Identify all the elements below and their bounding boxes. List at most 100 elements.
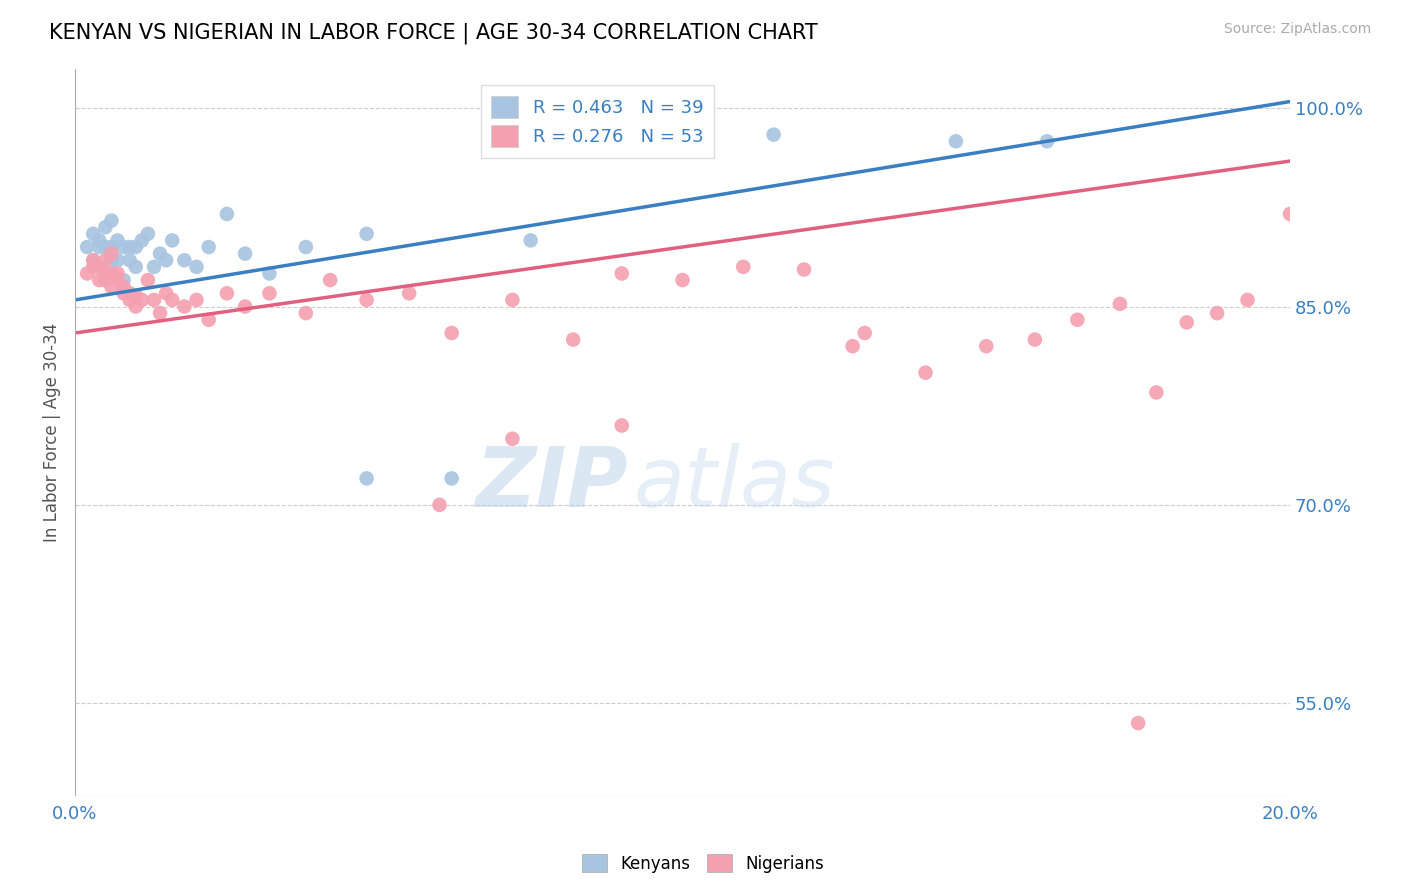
Point xyxy=(107,273,129,287)
Point xyxy=(914,366,936,380)
Point xyxy=(173,253,195,268)
Point xyxy=(440,326,463,340)
Point xyxy=(76,267,98,281)
Point xyxy=(429,498,451,512)
Point xyxy=(100,267,122,281)
Point xyxy=(118,240,141,254)
Point xyxy=(100,279,122,293)
Point xyxy=(89,240,111,254)
Point xyxy=(398,286,420,301)
Point xyxy=(125,240,148,254)
Point xyxy=(82,227,104,241)
Point xyxy=(107,253,129,268)
Point xyxy=(233,246,256,260)
Point xyxy=(440,471,463,485)
Point xyxy=(89,234,111,248)
Point xyxy=(197,312,219,326)
Point xyxy=(112,273,135,287)
Text: ZIP: ZIP xyxy=(475,442,628,524)
Point xyxy=(143,260,166,274)
Point xyxy=(94,273,117,287)
Point xyxy=(131,234,153,248)
Point xyxy=(733,260,755,274)
Point xyxy=(82,253,104,268)
Point xyxy=(356,227,378,241)
Point xyxy=(131,293,153,307)
Point xyxy=(76,240,98,254)
Point xyxy=(197,240,219,254)
Point xyxy=(1066,312,1088,326)
Point xyxy=(610,418,633,433)
Point xyxy=(671,273,693,287)
Point xyxy=(319,273,342,287)
Point xyxy=(295,306,318,320)
Point xyxy=(1126,716,1149,731)
Point xyxy=(94,220,117,235)
Point xyxy=(143,293,166,307)
Point xyxy=(1236,293,1258,307)
Point xyxy=(501,432,523,446)
Point xyxy=(215,286,238,301)
Point xyxy=(610,267,633,281)
Legend: R = 0.463   N = 39, R = 0.276   N = 53: R = 0.463 N = 39, R = 0.276 N = 53 xyxy=(481,85,714,158)
Point xyxy=(160,234,183,248)
Point xyxy=(853,326,876,340)
Point xyxy=(356,471,378,485)
Point xyxy=(945,134,967,148)
Point xyxy=(841,339,863,353)
Point xyxy=(94,240,117,254)
Point xyxy=(136,273,159,287)
Point xyxy=(1279,207,1302,221)
Point xyxy=(519,234,541,248)
Point xyxy=(100,246,122,260)
Point xyxy=(94,273,117,287)
Point xyxy=(112,286,135,301)
Point xyxy=(186,293,208,307)
Point xyxy=(1206,306,1229,320)
Point xyxy=(1036,134,1059,148)
Point xyxy=(295,240,318,254)
Point xyxy=(155,286,177,301)
Point xyxy=(562,333,585,347)
Point xyxy=(974,339,997,353)
Point xyxy=(762,128,785,142)
Point xyxy=(1144,385,1167,400)
Text: atlas: atlas xyxy=(634,442,835,524)
Point xyxy=(125,300,148,314)
Point xyxy=(118,286,141,301)
Point xyxy=(259,286,281,301)
Point xyxy=(136,227,159,241)
Point xyxy=(94,267,117,281)
Point xyxy=(82,253,104,268)
Point xyxy=(112,240,135,254)
Point xyxy=(1175,315,1198,329)
Point xyxy=(160,293,183,307)
Text: KENYAN VS NIGERIAN IN LABOR FORCE | AGE 30-34 CORRELATION CHART: KENYAN VS NIGERIAN IN LABOR FORCE | AGE … xyxy=(49,22,818,44)
Point xyxy=(793,262,815,277)
Text: Source: ZipAtlas.com: Source: ZipAtlas.com xyxy=(1223,22,1371,37)
Point xyxy=(149,246,172,260)
Point xyxy=(100,253,122,268)
Point xyxy=(100,213,122,227)
Point xyxy=(89,273,111,287)
Point xyxy=(149,306,172,320)
Point xyxy=(100,240,122,254)
Point xyxy=(89,260,111,274)
Point xyxy=(259,267,281,281)
Point xyxy=(155,253,177,268)
Point xyxy=(641,134,664,148)
Y-axis label: In Labor Force | Age 30-34: In Labor Force | Age 30-34 xyxy=(44,323,60,541)
Point xyxy=(1109,297,1132,311)
Point xyxy=(501,293,523,307)
Point xyxy=(94,253,117,268)
Point xyxy=(82,260,104,274)
Point xyxy=(112,279,135,293)
Point xyxy=(356,293,378,307)
Point xyxy=(107,234,129,248)
Point xyxy=(107,267,129,281)
Point xyxy=(125,260,148,274)
Point xyxy=(186,260,208,274)
Point xyxy=(173,300,195,314)
Point xyxy=(215,207,238,221)
Legend: Kenyans, Nigerians: Kenyans, Nigerians xyxy=(575,847,831,880)
